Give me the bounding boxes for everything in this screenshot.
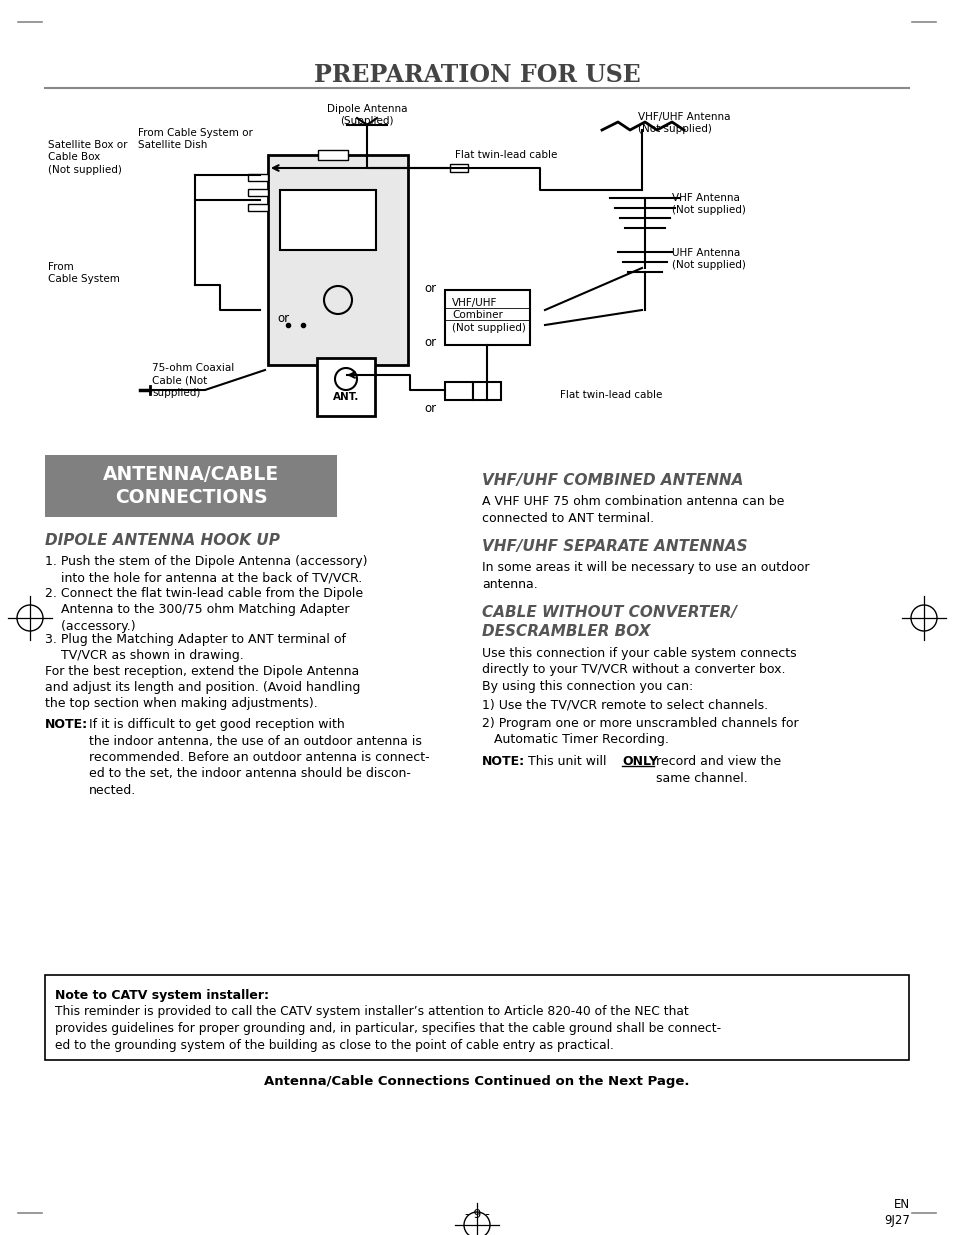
Text: Note to CATV system installer:: Note to CATV system installer: bbox=[55, 989, 269, 1002]
Bar bbox=[444, 382, 473, 400]
Text: 3. Plug the Matching Adapter to ANT terminal of
    TV/VCR as shown in drawing.: 3. Plug the Matching Adapter to ANT term… bbox=[45, 632, 346, 662]
Text: 1. Push the stem of the Dipole Antenna (accessory)
    into the hole for antenna: 1. Push the stem of the Dipole Antenna (… bbox=[45, 555, 367, 584]
Text: 2) Program one or more unscrambled channels for
   Automatic Timer Recording.: 2) Program one or more unscrambled chann… bbox=[481, 718, 798, 746]
Bar bbox=[268, 156, 408, 366]
Text: This unit will: This unit will bbox=[527, 755, 606, 768]
Text: Flat twin-lead cable: Flat twin-lead cable bbox=[455, 149, 557, 161]
Text: VHF Antenna
(Not supplied): VHF Antenna (Not supplied) bbox=[671, 193, 745, 215]
Text: ANT.: ANT. bbox=[333, 391, 359, 403]
Text: VHF/UHF SEPARATE ANTENNAS: VHF/UHF SEPARATE ANTENNAS bbox=[481, 538, 747, 555]
Text: NOTE:: NOTE: bbox=[45, 718, 88, 731]
Text: EN
9J27: EN 9J27 bbox=[883, 1198, 909, 1228]
Text: VHF/UHF
Combiner
(Not supplied): VHF/UHF Combiner (Not supplied) bbox=[452, 298, 525, 332]
Text: Dipole Antenna
(Supplied): Dipole Antenna (Supplied) bbox=[327, 104, 407, 126]
Text: record and view the
same channel.: record and view the same channel. bbox=[656, 755, 781, 784]
Text: VHF/UHF COMBINED ANTENNA: VHF/UHF COMBINED ANTENNA bbox=[481, 473, 742, 488]
Text: This reminder is provided to call the CATV system installer’s attention to Artic: This reminder is provided to call the CA… bbox=[55, 1005, 720, 1052]
Bar bbox=[450, 164, 468, 172]
Text: 2. Connect the flat twin-lead cable from the Dipole
    Antenna to the 300/75 oh: 2. Connect the flat twin-lead cable from… bbox=[45, 587, 363, 634]
Text: From
Cable System: From Cable System bbox=[48, 262, 120, 284]
Bar bbox=[248, 174, 268, 182]
Text: NOTE:: NOTE: bbox=[481, 755, 524, 768]
Bar bbox=[248, 189, 268, 196]
Text: 75-ohm Coaxial
Cable (Not
supplied): 75-ohm Coaxial Cable (Not supplied) bbox=[152, 363, 234, 398]
Text: - 9 -: - 9 - bbox=[464, 1208, 489, 1221]
Text: or: or bbox=[423, 336, 436, 350]
Text: or: or bbox=[423, 401, 436, 415]
Bar bbox=[280, 190, 375, 249]
Text: From Cable System or
Satellite Dish: From Cable System or Satellite Dish bbox=[138, 128, 253, 151]
Text: In some areas it will be necessary to use an outdoor
antenna.: In some areas it will be necessary to us… bbox=[481, 561, 809, 590]
Text: For the best reception, extend the Dipole Antenna
and adjust its length and posi: For the best reception, extend the Dipol… bbox=[45, 664, 360, 710]
Text: ANTENNA/CABLE
CONNECTIONS: ANTENNA/CABLE CONNECTIONS bbox=[103, 464, 279, 508]
Text: UHF Antenna
(Not supplied): UHF Antenna (Not supplied) bbox=[671, 248, 745, 270]
Text: Use this connection if your cable system connects
directly to your TV/VCR withou: Use this connection if your cable system… bbox=[481, 647, 796, 693]
Text: PREPARATION FOR USE: PREPARATION FOR USE bbox=[314, 63, 639, 86]
Text: ONLY: ONLY bbox=[621, 755, 658, 768]
Bar bbox=[473, 382, 500, 400]
Text: Satellite Box or
Cable Box
(Not supplied): Satellite Box or Cable Box (Not supplied… bbox=[48, 140, 128, 175]
Bar bbox=[45, 454, 336, 517]
Text: CABLE WITHOUT CONVERTER/
DESCRAMBLER BOX: CABLE WITHOUT CONVERTER/ DESCRAMBLER BOX bbox=[481, 605, 737, 638]
Text: VHF/UHF Antenna
(Not supplied): VHF/UHF Antenna (Not supplied) bbox=[638, 112, 730, 135]
Bar bbox=[248, 204, 268, 211]
Text: Flat twin-lead cable: Flat twin-lead cable bbox=[559, 390, 661, 400]
Text: DIPOLE ANTENNA HOOK UP: DIPOLE ANTENNA HOOK UP bbox=[45, 534, 279, 548]
Text: 1) Use the TV/VCR remote to select channels.: 1) Use the TV/VCR remote to select chann… bbox=[481, 699, 767, 713]
Bar bbox=[317, 149, 348, 161]
Text: or: or bbox=[276, 311, 289, 325]
Text: A VHF UHF 75 ohm combination antenna can be
connected to ANT terminal.: A VHF UHF 75 ohm combination antenna can… bbox=[481, 495, 783, 525]
Text: Antenna/Cable Connections Continued on the Next Page.: Antenna/Cable Connections Continued on t… bbox=[264, 1074, 689, 1088]
Bar bbox=[444, 290, 530, 345]
Bar bbox=[316, 358, 375, 416]
Bar bbox=[45, 974, 908, 1060]
Text: or: or bbox=[423, 282, 436, 294]
Text: If it is difficult to get good reception with
the indoor antenna, the use of an : If it is difficult to get good reception… bbox=[89, 718, 429, 797]
